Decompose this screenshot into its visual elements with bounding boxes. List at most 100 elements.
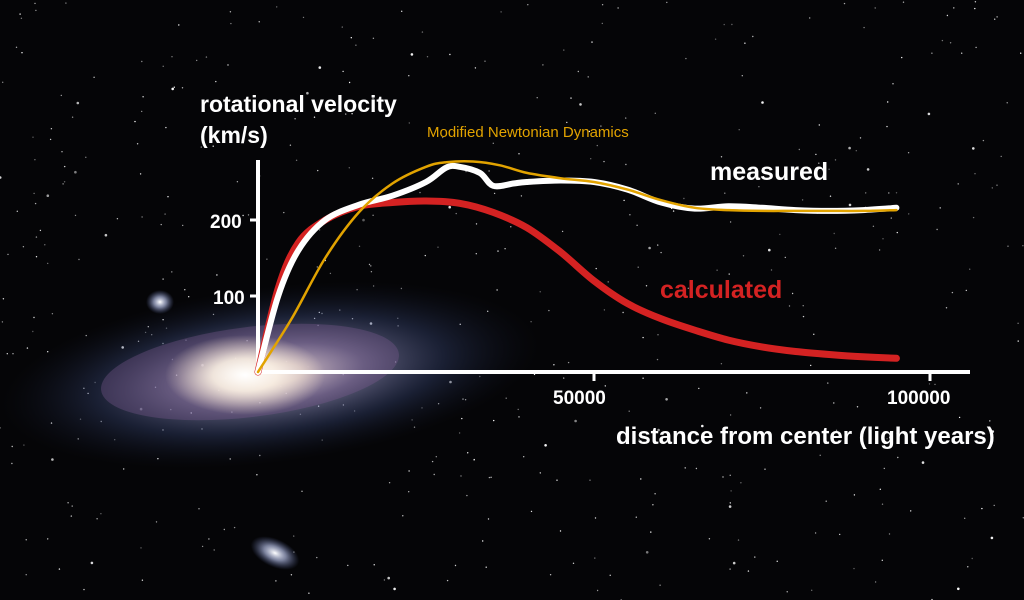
star bbox=[96, 518, 98, 520]
star bbox=[828, 168, 830, 170]
star bbox=[741, 75, 743, 77]
star bbox=[294, 118, 296, 120]
star bbox=[47, 538, 49, 540]
star bbox=[623, 199, 625, 202]
star bbox=[104, 233, 108, 237]
star bbox=[731, 23, 733, 26]
star bbox=[70, 515, 73, 517]
star bbox=[442, 136, 444, 139]
series-label-mond: Modified Newtonian Dynamics bbox=[427, 124, 629, 141]
star bbox=[348, 167, 350, 169]
star bbox=[15, 46, 18, 48]
star bbox=[100, 513, 102, 515]
star bbox=[410, 53, 414, 56]
star bbox=[47, 262, 49, 265]
star bbox=[22, 246, 25, 248]
star bbox=[863, 26, 865, 29]
star bbox=[609, 574, 611, 576]
star bbox=[301, 490, 303, 492]
star bbox=[563, 49, 565, 51]
star bbox=[594, 517, 597, 519]
star bbox=[556, 479, 558, 481]
y-axis-label-line-2: (km/s) bbox=[200, 122, 268, 148]
star bbox=[839, 533, 841, 536]
star bbox=[295, 159, 298, 161]
star bbox=[989, 420, 991, 422]
star bbox=[408, 122, 410, 124]
star bbox=[341, 26, 343, 28]
star bbox=[1020, 52, 1022, 54]
star bbox=[708, 538, 711, 540]
star bbox=[7, 253, 9, 256]
star bbox=[779, 233, 781, 236]
star bbox=[424, 254, 426, 257]
star bbox=[747, 570, 750, 572]
star bbox=[467, 452, 469, 454]
star bbox=[974, 7, 976, 10]
star bbox=[387, 576, 391, 580]
star bbox=[666, 1, 668, 4]
star bbox=[347, 564, 349, 567]
star bbox=[136, 143, 139, 145]
star bbox=[752, 35, 754, 38]
star bbox=[974, 173, 976, 175]
star bbox=[728, 273, 730, 275]
star bbox=[798, 148, 800, 151]
star bbox=[437, 246, 439, 248]
star bbox=[475, 253, 477, 255]
star bbox=[595, 267, 597, 270]
star bbox=[742, 255, 745, 257]
star bbox=[493, 192, 496, 195]
star bbox=[865, 192, 867, 194]
star bbox=[345, 113, 347, 115]
star bbox=[293, 535, 295, 537]
star bbox=[589, 479, 591, 481]
series-label-measured: measured bbox=[710, 158, 828, 186]
star bbox=[934, 383, 936, 386]
star bbox=[683, 197, 685, 200]
star bbox=[49, 138, 52, 141]
star bbox=[454, 564, 457, 567]
star bbox=[227, 64, 229, 66]
star bbox=[698, 387, 700, 390]
star bbox=[835, 429, 838, 431]
star bbox=[11, 445, 13, 448]
star bbox=[931, 52, 933, 54]
star bbox=[953, 7, 955, 9]
star bbox=[383, 579, 386, 581]
star bbox=[6, 353, 8, 355]
star bbox=[505, 397, 507, 399]
star bbox=[46, 194, 50, 197]
star bbox=[371, 177, 374, 179]
star bbox=[329, 272, 332, 275]
star bbox=[866, 168, 870, 171]
star bbox=[536, 97, 538, 99]
star bbox=[642, 377, 644, 379]
star bbox=[266, 258, 268, 260]
star bbox=[362, 218, 365, 222]
star bbox=[401, 10, 403, 12]
star bbox=[635, 516, 637, 518]
star bbox=[827, 382, 829, 384]
star bbox=[723, 23, 725, 26]
star bbox=[811, 589, 813, 591]
star bbox=[23, 444, 25, 446]
star bbox=[801, 199, 804, 201]
x-tick-label-50000: 50000 bbox=[553, 388, 606, 409]
star bbox=[964, 517, 966, 519]
star bbox=[290, 574, 293, 576]
star bbox=[856, 406, 859, 408]
star bbox=[572, 562, 575, 564]
star bbox=[559, 530, 562, 532]
y-axis-label-line-1: rotational velocity bbox=[200, 91, 397, 117]
star bbox=[815, 153, 817, 156]
star bbox=[945, 307, 948, 309]
star bbox=[761, 101, 764, 104]
star bbox=[768, 248, 771, 252]
star bbox=[435, 456, 437, 458]
star bbox=[33, 316, 35, 319]
star bbox=[302, 16, 305, 19]
star bbox=[897, 456, 899, 459]
star bbox=[971, 557, 973, 560]
